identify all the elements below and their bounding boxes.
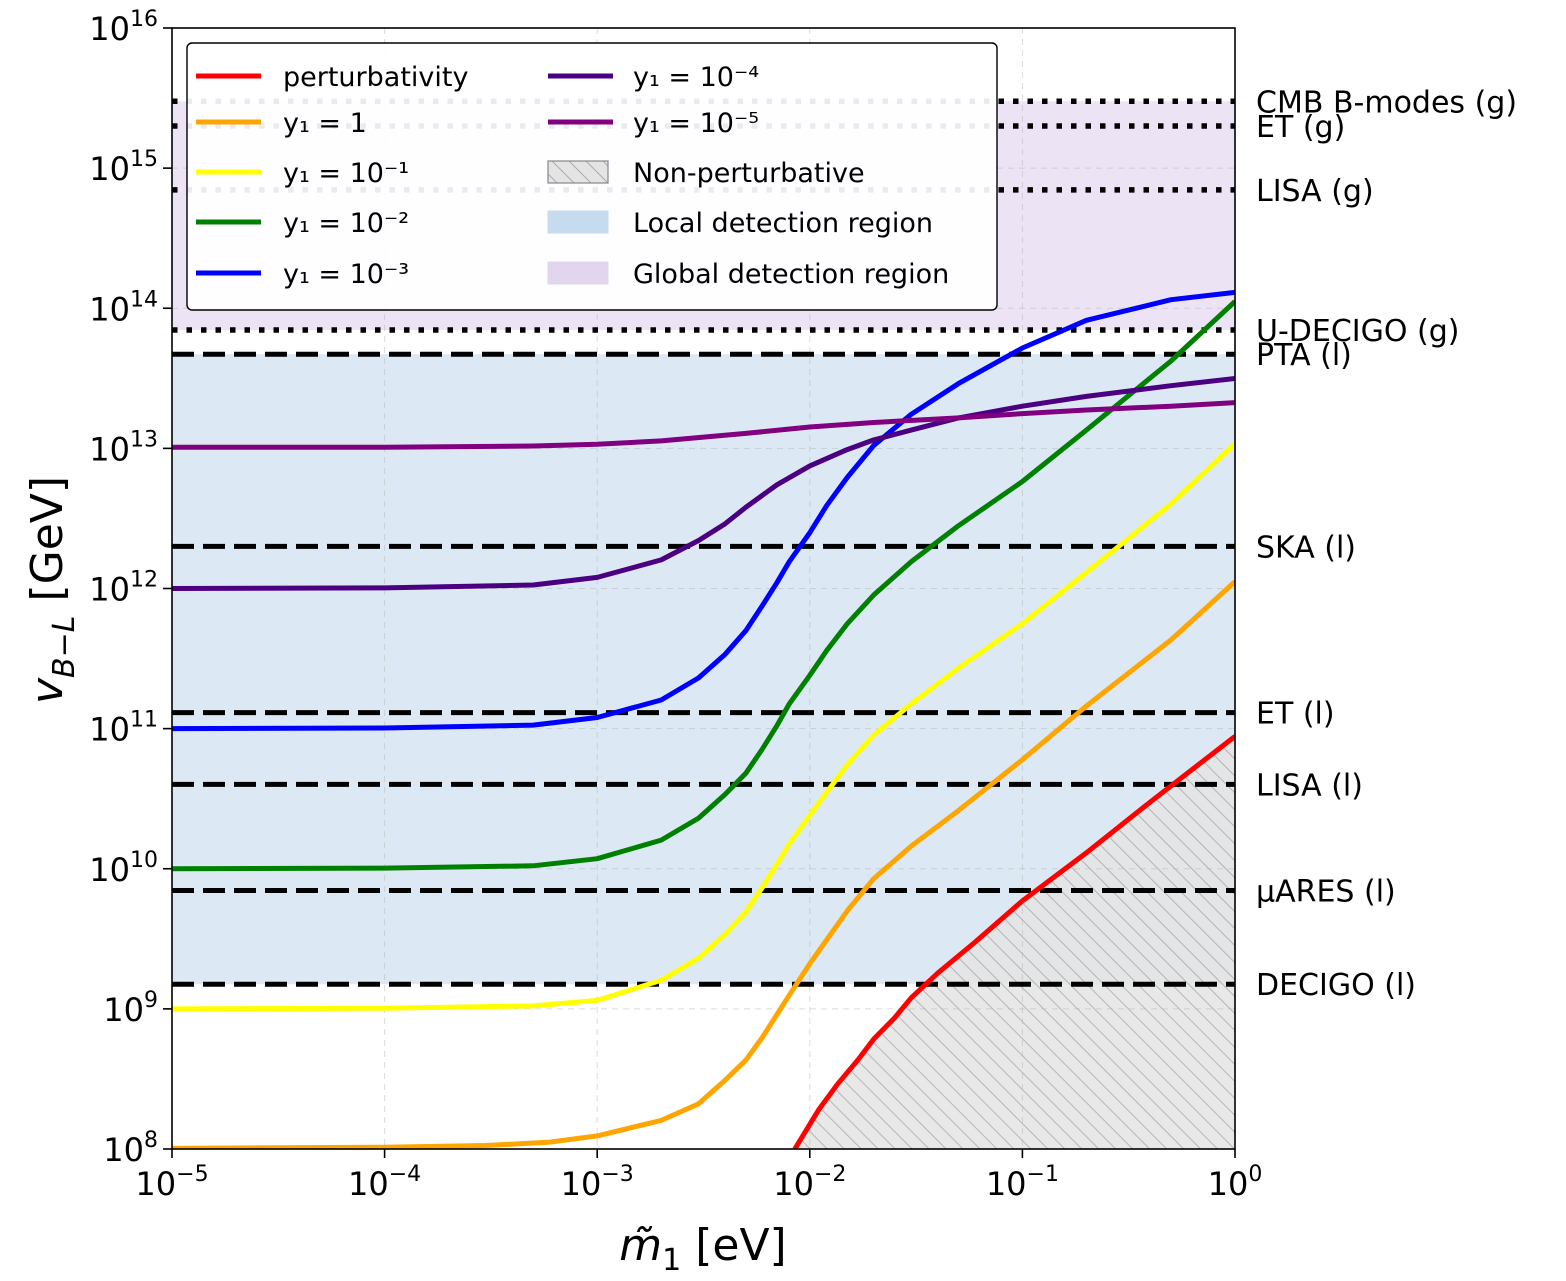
series-line	[172, 376, 1235, 591]
y-tick-label: 1016	[89, 7, 158, 48]
legend-swatch	[547, 160, 609, 184]
reference-line-label: CMB B-modes (g)	[1256, 85, 1517, 120]
y-axis-label: vB−L [GeV]	[22, 476, 82, 704]
legend-swatch	[547, 210, 609, 234]
x-tick-label: 10−5	[135, 1162, 208, 1203]
legend-label: Global detection region	[633, 259, 949, 290]
series-line	[172, 289, 1235, 732]
reference-line-label: LISA (l)	[1256, 768, 1363, 803]
legend: perturbativity y₁ = 1 y₁ = 10⁻¹ y₁ = 10⁻² y₁…	[186, 42, 998, 311]
non-perturbative-region	[794, 736, 1235, 1149]
legend-label: y₁ = 10⁻⁵	[633, 108, 759, 139]
reference-line-label: ET (l)	[1256, 697, 1335, 732]
x-axis-label: m̃1 [eV]	[619, 1220, 786, 1278]
legend-label: y₁ = 10⁻²	[283, 208, 409, 239]
y-tick-label: 1014	[89, 287, 158, 328]
y-tick-label: 109	[103, 988, 158, 1029]
reference-line-label: ET (g)	[1256, 110, 1345, 145]
legend-swatch	[547, 261, 609, 285]
reference-line-label: U-DECIGO (g)	[1256, 314, 1459, 349]
series-line	[172, 441, 1235, 1012]
legend-label: y₁ = 10⁻³	[283, 259, 409, 290]
y-tick-label: 1011	[89, 708, 158, 749]
y-tick-label: 1010	[89, 848, 158, 889]
series-line	[172, 299, 1235, 872]
x-tick-label: 10−1	[986, 1162, 1059, 1203]
legend-label: y₁ = 1	[283, 108, 367, 139]
series-line	[172, 400, 1235, 450]
legend-label: y₁ = 10⁻¹	[283, 158, 409, 189]
series-line	[792, 734, 1235, 1149]
reference-line-label: µARES (l)	[1256, 874, 1396, 909]
reference-line-label: PTA (l)	[1256, 338, 1352, 373]
legend-label: Non-perturbative	[633, 158, 865, 189]
legend-label: Local detection region	[633, 208, 933, 239]
reference-line-label: SKA (l)	[1256, 530, 1356, 565]
series-line	[172, 579, 1235, 1149]
y-tick-label: 108	[103, 1128, 158, 1169]
reference-line-label: LISA (g)	[1256, 174, 1374, 209]
y-tick-label: 1012	[89, 568, 158, 609]
legend-label: y₁ = 10⁻⁴	[633, 62, 759, 93]
x-tick-label: 100	[1208, 1162, 1263, 1203]
x-tick-label: 10−4	[348, 1162, 421, 1203]
x-tick-label: 10−2	[773, 1162, 846, 1203]
legend-label: perturbativity	[283, 62, 468, 93]
x-tick-label: 10−3	[561, 1162, 634, 1203]
y-tick-label: 1013	[89, 427, 158, 468]
y-tick-label: 1015	[89, 147, 158, 188]
reference-line-label: DECIGO (l)	[1256, 968, 1416, 1003]
